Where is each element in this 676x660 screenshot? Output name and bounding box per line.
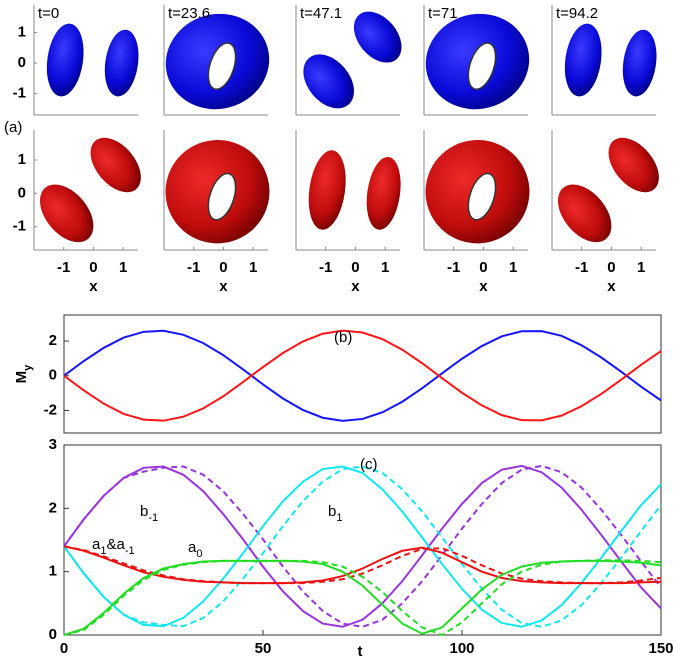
y-axis-label-part: y	[22, 364, 34, 371]
blob	[344, 2, 411, 71]
figure: t=0 -1 0 1 x t=23.6 -1 0 1 x t=47.1 -1 0 1 x t=71 -1 0 1 x t…	[0, 0, 676, 660]
y-tick-label: -2	[44, 401, 57, 418]
blob	[101, 27, 143, 98]
y-tick-label: 0	[18, 54, 26, 71]
x-axis-label: t	[358, 643, 363, 660]
series-label-part: b	[140, 503, 148, 520]
y-axis-label-part: M	[13, 371, 30, 384]
series-label-part: -1	[125, 545, 135, 557]
x-tick-label: 150	[648, 640, 673, 657]
x-tick-label: 0	[607, 259, 615, 276]
blob	[81, 128, 151, 201]
x-tick-label: 1	[509, 259, 517, 276]
series-line	[64, 331, 661, 421]
series-line	[64, 467, 661, 627]
series-line	[64, 466, 661, 627]
y-tick-label: -1	[13, 218, 26, 235]
x-tick-label: 50	[255, 640, 272, 657]
x-tick-label: 100	[449, 640, 474, 657]
x-tick-label: 0	[351, 259, 359, 276]
blob	[362, 155, 405, 232]
x-axis-label: x	[607, 278, 616, 295]
series-label-part: 0	[196, 548, 202, 560]
x-axis-label: x	[479, 278, 488, 295]
y-tick-label: 0	[49, 367, 57, 384]
x-tick-label: 0	[479, 259, 487, 276]
series-label-part: &a	[106, 536, 125, 553]
y-axis-label: My	[13, 364, 34, 384]
series-line	[64, 331, 661, 421]
y-tick-label: -1	[13, 85, 26, 102]
x-tick-label: -1	[447, 259, 460, 276]
series-label-part: -1	[148, 512, 158, 524]
time-label: t=0	[38, 5, 59, 22]
panel-label: (a)	[4, 119, 22, 136]
x-tick-label: 0	[219, 259, 227, 276]
series-label: a0	[188, 539, 202, 560]
y-tick-label: 2	[49, 332, 57, 349]
y-tick-label: 0	[18, 184, 26, 201]
series-line	[64, 467, 661, 627]
x-tick-label: -1	[57, 259, 70, 276]
x-tick-label: 0	[89, 259, 97, 276]
x-tick-label: -1	[319, 259, 332, 276]
blob	[42, 21, 88, 99]
x-tick-label: 1	[119, 259, 127, 276]
x-tick-label: 1	[637, 259, 645, 276]
x-tick-label: -1	[575, 259, 588, 276]
y-tick-label: 2	[49, 499, 57, 516]
blob	[599, 128, 669, 201]
series-line	[64, 466, 661, 627]
blob	[293, 45, 364, 119]
x-tick-label: -1	[187, 259, 200, 276]
panel-label: (b)	[334, 329, 352, 346]
y-tick-label: 1	[49, 563, 57, 580]
blob	[547, 174, 622, 252]
y-tick-label: 0	[49, 626, 57, 643]
y-tick-label: 3	[49, 436, 57, 453]
series-label-part: b	[328, 503, 336, 520]
series-label: b1	[328, 503, 342, 524]
x-tick-label: 1	[381, 259, 389, 276]
blob	[304, 148, 350, 232]
panel-label: (c)	[360, 456, 378, 473]
blob	[560, 21, 606, 99]
series-label-part: 1	[336, 512, 342, 524]
time-label: t=47.1	[300, 5, 342, 22]
x-tick-label: 1	[249, 259, 257, 276]
time-label: t=71	[428, 5, 458, 22]
blob	[29, 174, 104, 252]
x-axis-label: x	[219, 278, 228, 295]
blob	[619, 27, 661, 98]
time-label: t=23.6	[168, 5, 210, 22]
x-tick-label: 0	[60, 640, 68, 657]
time-label: t=94.2	[556, 5, 598, 22]
series-label: b-1	[140, 503, 158, 524]
y-tick-label: 1	[18, 151, 26, 168]
x-axis-label: x	[351, 278, 360, 295]
y-tick-label: 1	[18, 23, 26, 40]
x-axis-label: x	[89, 278, 98, 295]
